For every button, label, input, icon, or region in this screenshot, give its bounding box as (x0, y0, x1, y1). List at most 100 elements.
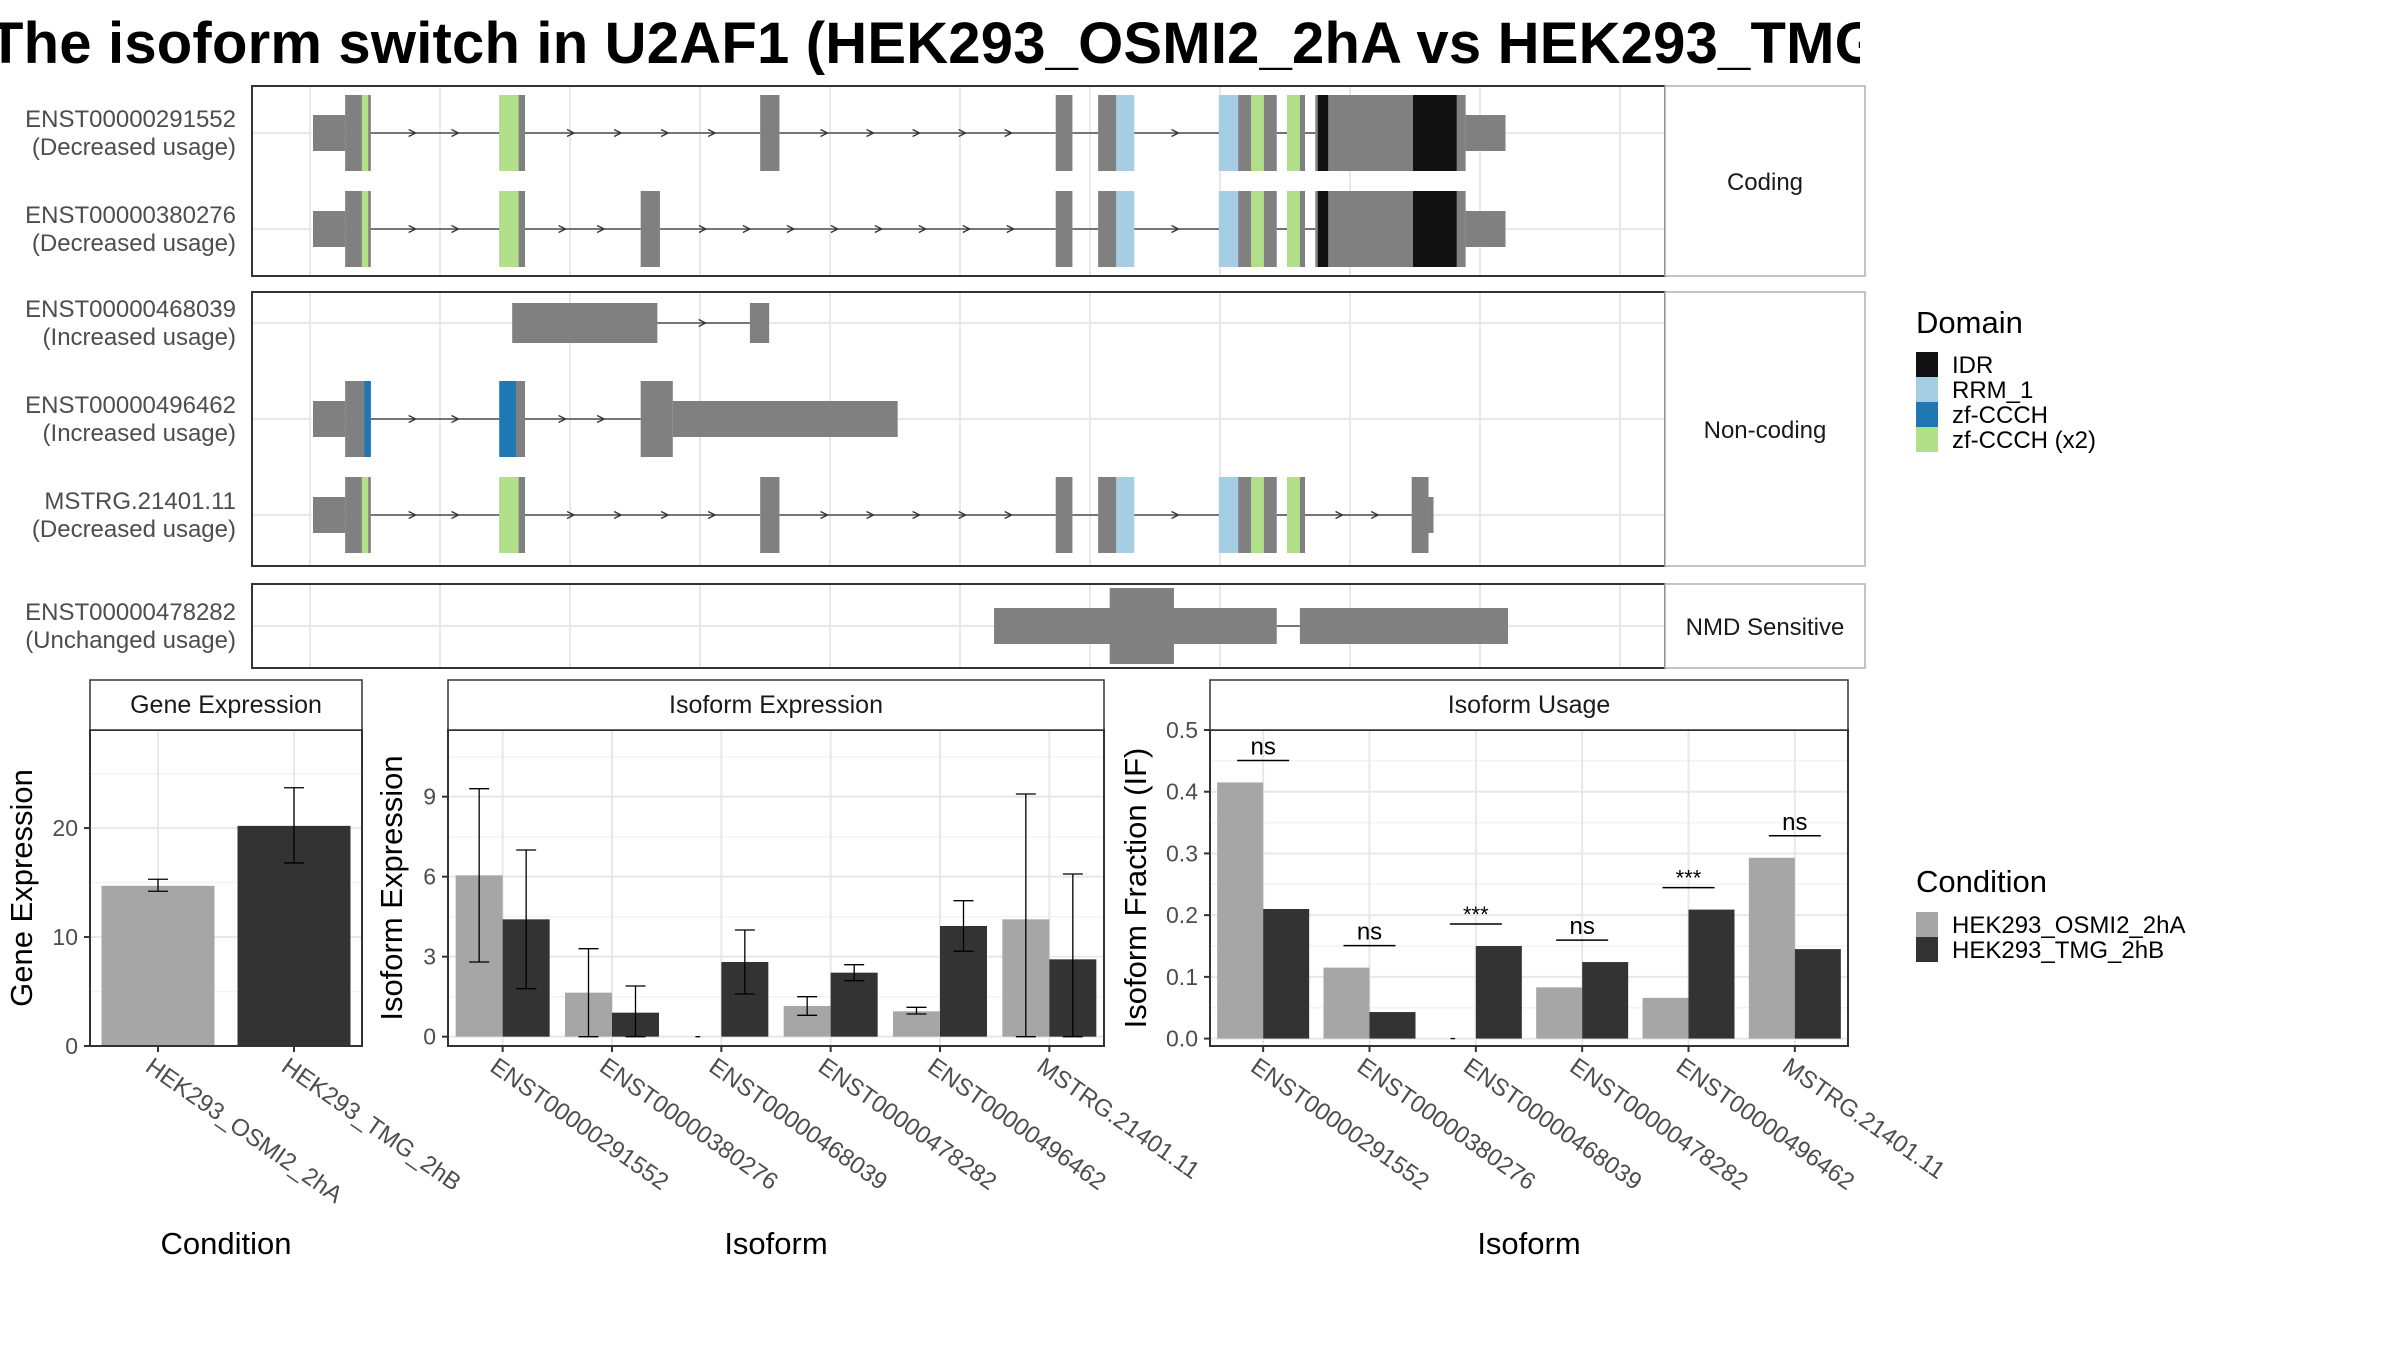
intron-arrow (918, 224, 928, 234)
structure-strip-label: Coding (1727, 169, 1803, 196)
transcript-id-label: MSTRG.21401.11 (44, 488, 236, 515)
domain-legend-key (1916, 402, 1938, 427)
x-tick-label: ENST00000496462 (1671, 1053, 1859, 1196)
intron-arrow (707, 510, 717, 520)
domain-block (361, 477, 369, 553)
domain-block (1251, 95, 1264, 171)
intron-arrow (820, 510, 829, 520)
x-tick-label: ENST00000468039 (1458, 1053, 1646, 1196)
intron-arrow (698, 224, 708, 234)
y-axis-title: Isoform Fraction (IF) (1118, 748, 1153, 1029)
intron-arrow (1335, 510, 1345, 520)
y-tick-label: 6 (423, 864, 436, 890)
domain-block (1116, 191, 1135, 267)
y-tick-label: 10 (52, 924, 78, 950)
domain-block (1287, 191, 1300, 267)
domain-legend-key (1916, 352, 1938, 377)
intron-arrow (866, 510, 876, 520)
bar (1369, 1012, 1416, 1039)
exon-block (760, 95, 780, 171)
intron-arrow (596, 414, 606, 424)
panel-strip (1209, 679, 1849, 731)
intron-arrow (958, 510, 968, 520)
x-tick-label: ENST00000380276 (1352, 1053, 1540, 1196)
domain-block (1251, 477, 1264, 553)
x-axis-title: Isoform (724, 1226, 827, 1261)
intron-arrow (1004, 510, 1014, 520)
plot-bg (1210, 730, 1848, 1046)
bar (1794, 949, 1841, 1039)
transcript-usage-label: (Increased usage) (43, 324, 236, 351)
intron-arrow (596, 224, 606, 234)
domain-block (499, 381, 517, 457)
bar (830, 972, 878, 1037)
condition-legend-key (1916, 937, 1938, 962)
domain-block (1251, 191, 1264, 267)
intron-arrow (451, 414, 460, 424)
y-tick-label: 3 (423, 944, 436, 970)
x-tick-label: ENST00000478282 (813, 1053, 1001, 1196)
isoform-expression-panel: Isoform Expression0369ENST00000291552ENS… (374, 679, 1204, 1261)
intron-arrow (1171, 128, 1180, 138)
structure-strip (1664, 583, 1866, 669)
x-tick-label: ENST00000496462 (923, 1053, 1111, 1196)
transcript-id-label: ENST00000478282 (25, 599, 236, 626)
y-tick-label: 0.0 (1166, 1026, 1198, 1052)
domain-block (1218, 191, 1239, 267)
intron-arrow (830, 224, 840, 234)
domain-legend-title: Domain (1916, 305, 2023, 340)
transcript-usage-label: (Increased usage) (43, 420, 236, 447)
bar (893, 1011, 940, 1037)
y-tick-label: 0.2 (1166, 902, 1198, 928)
y-tick-label: 0.1 (1166, 964, 1198, 990)
intron-arrow (912, 510, 922, 520)
x-axis-title: Isoform (1477, 1226, 1580, 1261)
y-tick-label: 0.5 (1166, 717, 1198, 743)
intron-arrow (962, 224, 972, 234)
bar (1642, 997, 1689, 1039)
intron-arrow (866, 128, 876, 138)
significance-label: ns (1250, 733, 1275, 760)
domain-block (499, 95, 519, 171)
exon-block (1055, 477, 1073, 553)
intron-arrow (1370, 510, 1380, 520)
plot-bg (448, 730, 1104, 1046)
intron-arrow (698, 318, 708, 328)
significance-label: ns (1357, 919, 1382, 946)
isoform-usage-panel: ns ns *** ns *** ns Isoform Usage 0.0 0.1 0.2 0.3 0… (1118, 679, 1950, 1261)
exon-block (512, 303, 658, 343)
intron-arrow (874, 224, 884, 234)
domain-block (361, 191, 369, 267)
exon-block (640, 381, 673, 457)
y-tick-label: 0.3 (1166, 840, 1198, 866)
intron-arrow (566, 128, 576, 138)
intron-arrow (408, 510, 418, 520)
utr-block (1428, 497, 1434, 533)
transcript-usage-label: (Decreased usage) (32, 230, 236, 257)
transcript-usage-label: (Unchanged usage) (25, 627, 236, 654)
significance-label: ns (1782, 809, 1807, 836)
intron-arrow (566, 510, 576, 520)
domain-legend-label: zf-CCCH (x2) (1952, 427, 2096, 454)
x-tick-label: ENST00000291552 (485, 1053, 673, 1196)
x-axis-title: Condition (161, 1226, 292, 1261)
transcript-id-label: ENST00000380276 (25, 202, 236, 229)
domain-legend-label: IDR (1952, 352, 1993, 379)
exon-block (749, 303, 770, 343)
y-tick-label: 0.4 (1166, 779, 1198, 805)
utr-block (313, 211, 346, 247)
exon-block (1055, 95, 1073, 171)
utr-block (1465, 211, 1506, 247)
exon-block (640, 191, 660, 267)
chart-title: The isoform switch in U2AF1 (HEK293_OSMI… (0, 4, 1860, 84)
utr-block (672, 401, 898, 437)
intron-arrow (1171, 224, 1180, 234)
domain-legend-key (1916, 377, 1938, 402)
intron-arrow (451, 224, 460, 234)
intron-arrow (1004, 128, 1014, 138)
structure-strip-label: NMD Sensitive (1686, 614, 1845, 641)
utr-block (313, 497, 346, 533)
panel-strip (89, 679, 363, 731)
